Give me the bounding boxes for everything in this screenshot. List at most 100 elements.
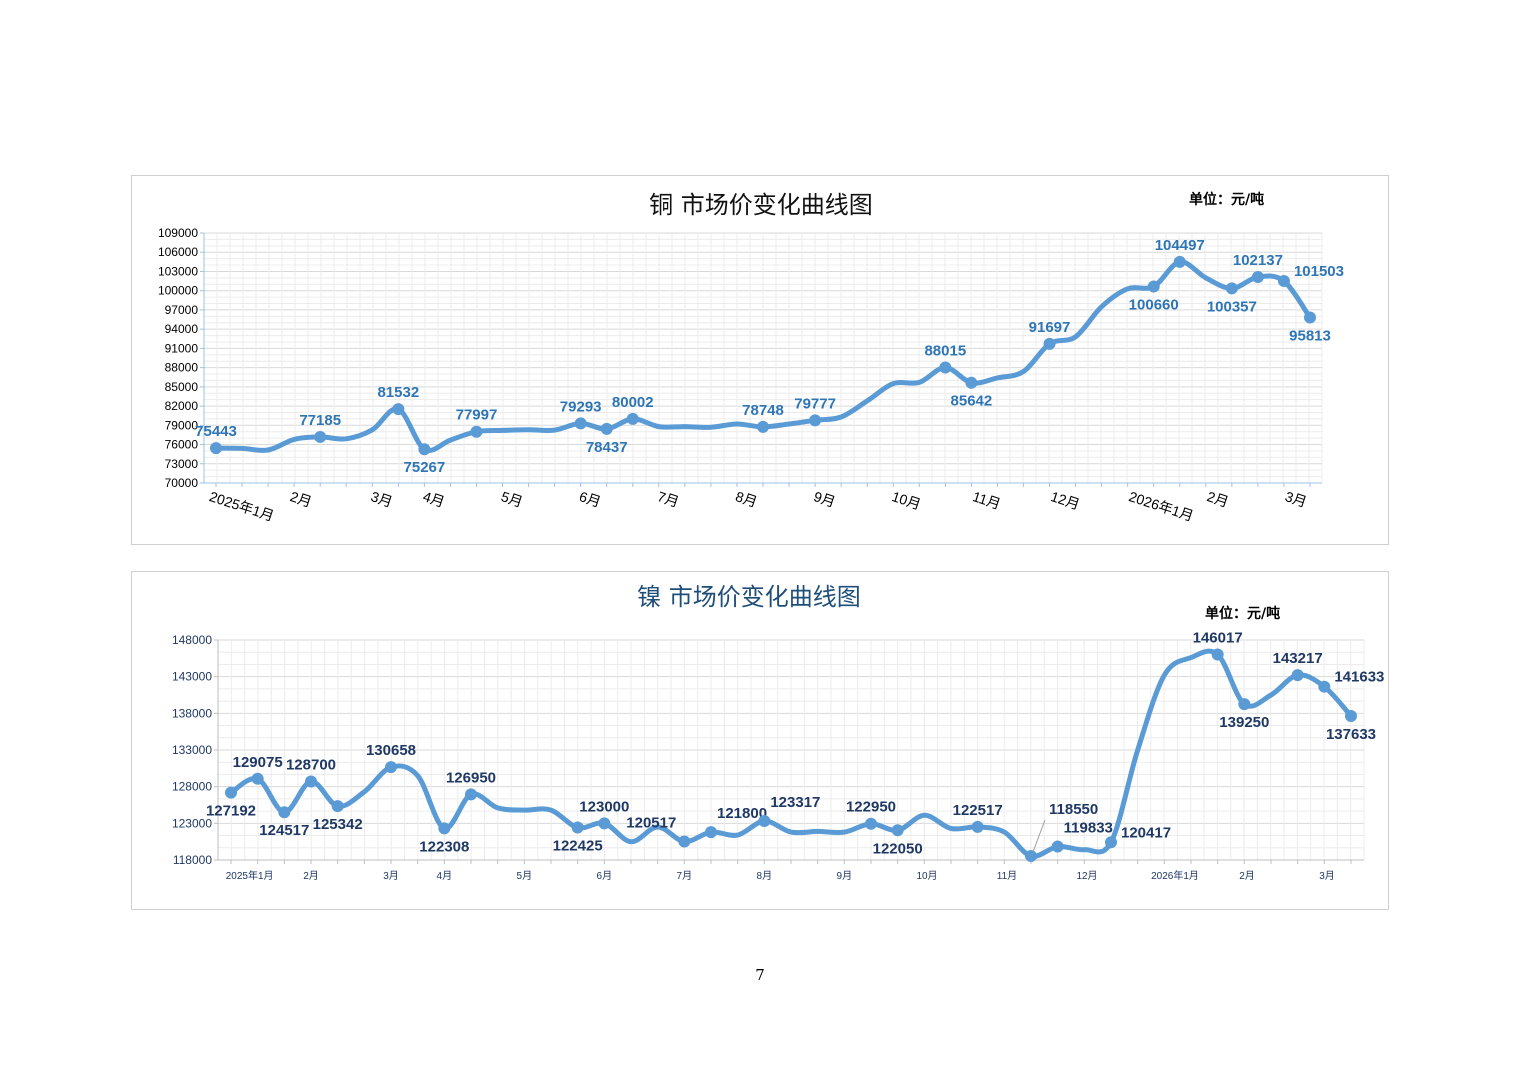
data-point	[571, 821, 584, 834]
y-tick-label: 143000	[172, 670, 212, 684]
x-tick-label: 3月	[369, 488, 395, 510]
label-leader-line	[1032, 819, 1046, 853]
data-label: 118550	[1049, 801, 1098, 818]
y-tick-label: 106000	[158, 245, 198, 259]
data-point	[1211, 648, 1224, 661]
data-label: 102137	[1233, 252, 1283, 269]
data-label: 137633	[1326, 726, 1376, 743]
y-tick-label: 118000	[173, 853, 212, 867]
data-point	[1043, 337, 1056, 350]
data-label: 100660	[1129, 296, 1179, 313]
data-label: 79777	[794, 395, 836, 412]
y-tick-label: 133000	[172, 743, 212, 757]
unit-label: 单位：元/吨	[1189, 191, 1264, 208]
data-label: 78437	[586, 439, 628, 456]
x-tick-label: 4月	[437, 870, 453, 882]
data-label: 79293	[560, 398, 602, 415]
data-point	[626, 412, 639, 425]
data-point	[1251, 270, 1264, 283]
x-tick-label: 2月	[1239, 870, 1255, 882]
data-point	[225, 786, 237, 799]
data-point	[891, 824, 904, 837]
x-tick-label: 2月	[1205, 488, 1231, 510]
data-point	[939, 361, 952, 374]
data-label: 123000	[579, 798, 629, 815]
y-tick-label: 85000	[165, 380, 199, 394]
data-point	[678, 835, 691, 848]
data-label: 75267	[404, 459, 446, 476]
data-point	[1318, 680, 1331, 693]
x-tick-label: 2026年1月	[1127, 488, 1196, 524]
data-label: 101503	[1294, 263, 1344, 280]
copper-price-chart: 铜 市场价变化曲线图 单位：元/吨 70000 73000 76000 79000 82…	[131, 175, 1389, 545]
copper-chart-svg: 铜 市场价变化曲线图 单位：元/吨 70000 73000 76000 79000 82…	[158, 191, 1344, 524]
x-tick-label: 3月	[1283, 488, 1309, 510]
x-tick-label: 5月	[499, 488, 525, 510]
nickel-chart-svg: 镍 市场价变化曲线图 单位：元/吨 118000 123000 128000 1330…	[172, 583, 1384, 882]
data-label: 122308	[419, 838, 469, 855]
data-point	[1304, 311, 1316, 324]
data-label: 80002	[612, 394, 654, 411]
data-point	[1025, 849, 1037, 862]
data-label: 95813	[1289, 328, 1331, 345]
data-label: 121800	[717, 805, 767, 822]
data-label: 122050	[873, 840, 923, 857]
data-label: 125342	[313, 816, 363, 833]
data-point	[965, 376, 978, 389]
y-tick-label: 82000	[165, 399, 199, 413]
y-tick-label: 79000	[165, 418, 199, 432]
data-label: 128700	[286, 757, 336, 774]
data-point	[331, 800, 344, 813]
data-point	[1105, 836, 1117, 849]
data-label: 122425	[553, 838, 603, 855]
data-label: 81532	[377, 384, 419, 401]
data-point	[574, 417, 587, 430]
data-label: 143217	[1273, 650, 1323, 667]
data-point	[1291, 669, 1304, 682]
data-point	[1345, 710, 1357, 723]
data-point	[1051, 840, 1064, 853]
chart-title: 镍 市场价变化曲线图	[637, 583, 861, 611]
x-tick-label: 2025年1月	[226, 869, 274, 882]
data-label: 126950	[446, 769, 496, 786]
data-point	[305, 775, 317, 788]
y-tick-label: 88000	[165, 361, 199, 375]
data-label: 139250	[1219, 714, 1269, 731]
chart-title: 铜 市场价变化曲线图	[649, 191, 873, 219]
y-tick-label: 100000	[158, 284, 198, 298]
data-label: 129075	[233, 754, 283, 771]
x-tick-label: 3月	[383, 870, 399, 882]
data-point	[1277, 275, 1290, 288]
data-label: 146017	[1193, 630, 1243, 647]
data-point	[865, 817, 877, 830]
y-tick-label: 91000	[165, 341, 199, 355]
data-label: 120417	[1121, 824, 1171, 841]
y-tick-label: 123000	[172, 816, 212, 830]
unit-label: 单位：元/吨	[1205, 605, 1280, 622]
y-tick-label: 70000	[165, 476, 199, 490]
y-tick-label: 138000	[172, 706, 212, 720]
x-tick-label: 4月	[421, 488, 447, 510]
data-point	[758, 815, 771, 828]
x-tick-label: 2月	[288, 488, 314, 510]
x-tick-label: 3月	[1319, 870, 1335, 882]
y-tick-label: 109000	[158, 226, 198, 240]
data-point	[385, 761, 397, 774]
x-tick-label: 10月	[916, 870, 937, 882]
y-tick-label: 97000	[165, 303, 199, 317]
x-tick-label: 11月	[971, 488, 1003, 512]
page-number: 7	[755, 966, 765, 984]
y-tick-label: 94000	[165, 322, 199, 336]
nickel-price-chart: 镍 市场价变化曲线图 单位：元/吨 118000 123000 128000 1330…	[131, 571, 1389, 910]
data-label: 77185	[299, 412, 341, 429]
data-point	[392, 403, 405, 416]
data-point	[278, 806, 291, 819]
data-label: 75443	[195, 423, 237, 440]
x-tick-label: 2026年1月	[1151, 869, 1199, 882]
x-tick-label: 11月	[997, 870, 1017, 882]
data-label: 85642	[951, 393, 993, 410]
x-tick-label: 2月	[303, 870, 319, 882]
data-label: 141633	[1334, 669, 1384, 686]
data-label: 78748	[742, 402, 784, 419]
data-point	[1173, 255, 1186, 268]
